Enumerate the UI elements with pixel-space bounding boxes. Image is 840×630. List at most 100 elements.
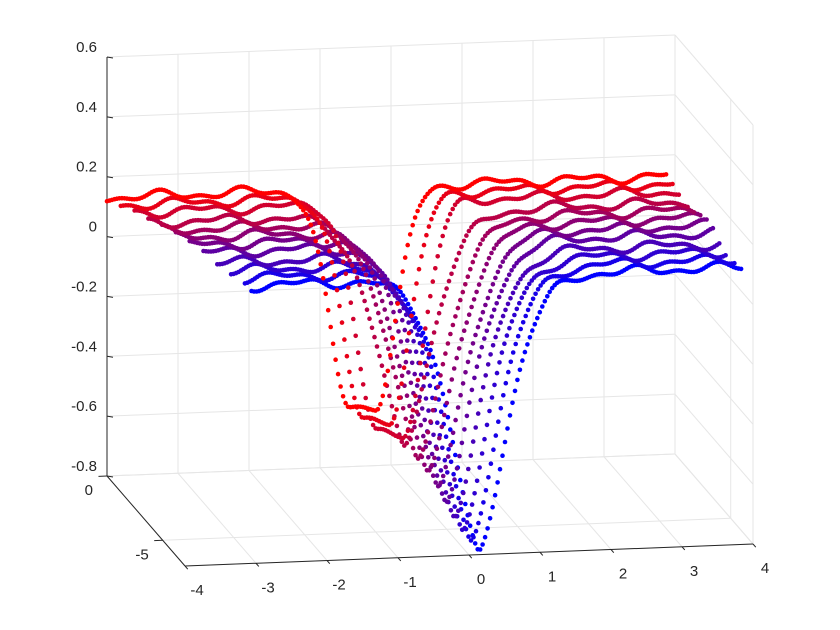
data-point [352, 395, 357, 401]
data-point [490, 282, 496, 287]
data-point [717, 241, 722, 246]
data-point [463, 282, 468, 287]
data-point [486, 475, 491, 480]
x-tick-mark [752, 543, 757, 548]
data-point [462, 427, 467, 432]
data-point [509, 319, 515, 324]
data-point [509, 268, 514, 273]
data-point [364, 307, 370, 313]
data-point [446, 447, 451, 452]
grid-layer [106, 34, 754, 567]
data-point [436, 456, 441, 462]
data-point [371, 294, 376, 299]
data-point [376, 310, 381, 316]
data-point [351, 316, 356, 322]
data-point [394, 407, 399, 412]
z-tick-mark [106, 236, 114, 239]
data-point [349, 263, 355, 268]
data-point [406, 370, 411, 375]
data-point [306, 216, 311, 222]
data-point [446, 278, 452, 284]
floor-grid-line-x [319, 467, 399, 559]
data-point [418, 422, 424, 428]
data-point [461, 517, 466, 523]
data-point [483, 373, 489, 378]
data-point [397, 308, 403, 314]
data-point [457, 453, 462, 459]
data-point [527, 335, 533, 340]
data-point [410, 407, 416, 413]
data-point [417, 203, 423, 208]
data-point [434, 473, 440, 478]
data-point [448, 459, 454, 465]
data-point [428, 364, 434, 370]
data-point [312, 213, 317, 218]
data-point [419, 254, 424, 259]
data-point [510, 290, 516, 296]
tick-labels-layer: -4 -3 -2 -1 0 1 2 3 4 0 -5 0.6 0.4 0.2 0 -0.2 -0.4 -0.6 -0… [71, 39, 769, 599]
data-point [461, 328, 467, 334]
data-point [489, 314, 495, 319]
data-point [416, 266, 422, 272]
data-point [476, 282, 482, 287]
data-point [443, 434, 449, 440]
data-point [412, 215, 418, 220]
data-point [439, 424, 445, 430]
data-point [400, 269, 406, 274]
data-point [440, 445, 445, 451]
side-wall-grid-line-z [674, 214, 754, 305]
data-point [412, 419, 417, 425]
data-point [374, 344, 380, 349]
data-point [470, 341, 476, 346]
data-point [329, 260, 335, 265]
data-point [466, 312, 472, 318]
data-point [423, 326, 428, 331]
data-point [346, 285, 351, 290]
data-point [389, 421, 395, 426]
data-point [435, 420, 440, 426]
data-point [343, 400, 348, 406]
data-point [408, 380, 414, 386]
data-point [422, 194, 428, 200]
data-point [698, 212, 703, 218]
data-point [499, 350, 505, 355]
data-point [515, 280, 521, 286]
data-point [403, 297, 408, 302]
data-point [489, 250, 494, 256]
data-point [414, 409, 420, 415]
data-point [337, 303, 342, 309]
data-point [458, 297, 463, 303]
side-wall-grid-line-z [674, 274, 754, 365]
data-point [500, 313, 506, 319]
data-point [445, 470, 450, 475]
data-point [498, 405, 504, 411]
data-point [404, 393, 410, 399]
data-point [397, 363, 402, 369]
data-point [480, 385, 486, 390]
data-point [520, 358, 525, 363]
data-point [411, 338, 416, 344]
data-point [439, 491, 445, 496]
data-point [405, 301, 411, 307]
data-point [426, 408, 431, 413]
data-point [410, 318, 415, 324]
data-point [413, 452, 418, 458]
data-point [468, 538, 474, 543]
data-point [465, 274, 471, 280]
data-point [443, 464, 449, 470]
data-point [475, 411, 481, 416]
z-tick-label: 0.2 [76, 159, 97, 176]
data-point [405, 338, 410, 343]
data-point [365, 260, 370, 266]
data-point [484, 261, 489, 267]
data-point [405, 242, 411, 248]
data-point [453, 513, 459, 519]
data-point [450, 322, 456, 328]
data-point [547, 289, 552, 295]
data-point [492, 492, 498, 498]
data-point [495, 269, 501, 275]
data-point [466, 228, 472, 234]
data-point [440, 391, 446, 397]
data-point [439, 302, 444, 307]
x-tick-label: 2 [619, 566, 627, 583]
